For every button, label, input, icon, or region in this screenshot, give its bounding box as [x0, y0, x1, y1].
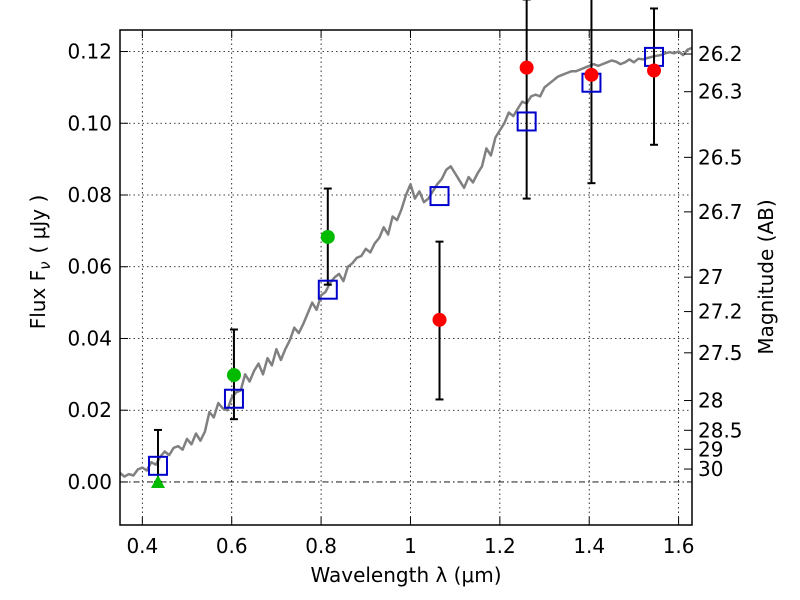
y2-axis-title: Magnitude (AB) — [754, 199, 778, 354]
y2-tick-label: 27.5 — [698, 341, 743, 365]
errorbar-layer — [153, 0, 659, 483]
model-flux-square — [516, 111, 537, 132]
y-tick-label: 0.04 — [67, 326, 112, 350]
y-tick-label: 0.12 — [67, 40, 112, 64]
y2-tick-label: 30 — [698, 457, 723, 481]
y-tick-label: 0.00 — [67, 470, 112, 494]
y2-tick-label: 28.5 — [698, 418, 743, 442]
y2-tick-label: 26.7 — [698, 200, 743, 224]
observed-point-red — [584, 67, 599, 82]
model-flux-square — [429, 186, 450, 207]
x-tick-label: 1.6 — [663, 534, 695, 558]
y2-tick-label: 26.3 — [698, 80, 743, 104]
y-axis: 0.00 0.02 0.04 0.06 0.08 0.10 0.12 — [67, 40, 128, 494]
observed-point-green — [320, 229, 335, 244]
y2-tick-label: 27 — [698, 265, 723, 289]
model-flux-square — [223, 388, 244, 409]
y-tick-label: 0.02 — [67, 398, 112, 422]
observed-point-green — [226, 368, 241, 383]
model-flux-square — [317, 279, 338, 300]
x-tick-label: 0.6 — [216, 534, 248, 558]
x-tick-label: 1 — [404, 534, 417, 558]
y2-tick-label: 27.2 — [698, 300, 743, 324]
x-tick-label: 1.4 — [573, 534, 605, 558]
y2-tick-label: 29 — [698, 437, 723, 461]
x-axis: 0.4 0.6 0.8 1 1.2 1.4 1.6 — [126, 30, 695, 558]
x-tick-label: 1.2 — [484, 534, 516, 558]
grid-layer — [120, 30, 692, 525]
observed-point-red — [432, 312, 447, 327]
y2-tick-label: 28 — [698, 389, 723, 413]
model-flux-square — [147, 455, 168, 476]
x-axis-title: Wavelength λ (μm) — [310, 563, 501, 587]
model-sed-line — [119, 46, 693, 478]
y-axis-title: Flux Fν ( μJy ) — [26, 195, 54, 330]
y-axis-title-unit: ( μJy ) — [26, 195, 50, 254]
y-tick-label: 0.06 — [67, 255, 112, 279]
observed-point-red — [647, 63, 662, 78]
y2-tick-label: 26.5 — [698, 145, 743, 169]
x-tick-label: 0.4 — [126, 534, 158, 558]
y-tick-label: 0.10 — [67, 111, 112, 135]
observed-point-red — [519, 60, 534, 75]
marker-layer — [147, 46, 665, 488]
y-tick-label: 0.08 — [67, 183, 112, 207]
upper-limit-triangle — [150, 474, 165, 488]
plot-frame — [119, 29, 693, 526]
y2-tick-label: 26.2 — [698, 42, 743, 66]
y-axis-title-subscript: ν — [36, 261, 54, 269]
x-tick-label: 0.8 — [305, 534, 337, 558]
model-layer — [119, 46, 693, 478]
y-axis-title-main: Flux F — [26, 270, 50, 329]
